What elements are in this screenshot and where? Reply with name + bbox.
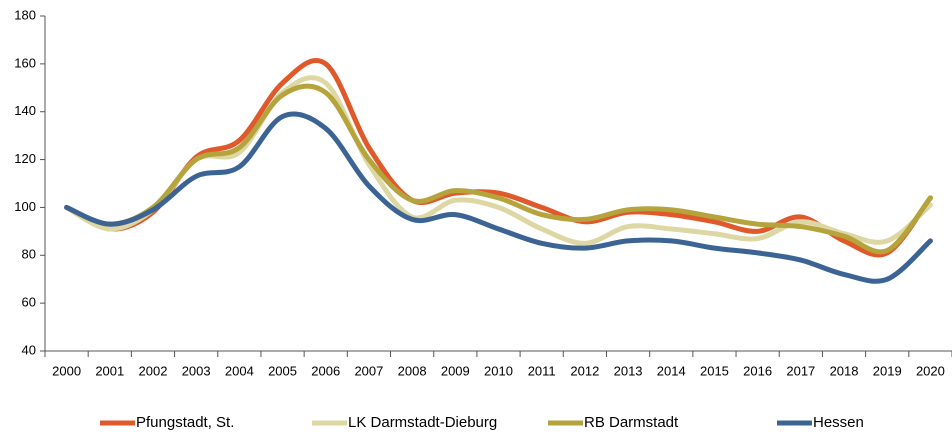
legend-label: Pfungstadt, St.: [136, 414, 234, 431]
series-line: [64, 83, 933, 255]
x-tick-label: 2014: [657, 363, 686, 378]
x-tick-label: 2006: [311, 363, 340, 378]
x-tick-label: 2008: [398, 363, 427, 378]
x-tick-label: 2007: [354, 363, 383, 378]
x-tick-label: 2002: [139, 363, 168, 378]
legend-label: Hessen: [813, 414, 864, 431]
legend-label: LK Darmstadt-Dieburg: [348, 414, 497, 431]
x-tick-label: 2015: [700, 363, 729, 378]
y-tick-label: 60: [22, 295, 36, 310]
x-tick-label: 2012: [570, 363, 599, 378]
x-tick-label: 2010: [484, 363, 513, 378]
y-tick-label: 80: [22, 247, 36, 262]
y-tick-label: 100: [14, 199, 36, 214]
x-tick-label: 2016: [743, 363, 772, 378]
x-tick-label: 2017: [786, 363, 815, 378]
legend-label: RB Darmstadt: [584, 414, 679, 431]
legend: Pfungstadt, St. LK Darmstadt-Dieburg RB Da…: [100, 414, 864, 431]
x-tick-label: 2001: [95, 363, 124, 378]
x-tick-label: 2013: [614, 363, 643, 378]
y-tick-label: 160: [14, 55, 36, 70]
y-tick-label: 40: [22, 342, 36, 357]
x-tick-label: 2020: [916, 363, 945, 378]
y-tick-label: 140: [14, 103, 36, 118]
x-tick-label: 2004: [225, 363, 254, 378]
series-line: [64, 111, 933, 284]
x-tick-label: 2018: [830, 363, 859, 378]
x-tick-label: 2000: [52, 363, 81, 378]
y-tick-label: 180: [14, 7, 36, 22]
x-tick-label: 2009: [441, 363, 470, 378]
x-tick-label: 2019: [873, 363, 902, 378]
x-tick-label: 2005: [268, 363, 297, 378]
x-tick-label: 2003: [182, 363, 211, 378]
x-tick-label: 2011: [528, 363, 556, 378]
y-tick-label: 120: [14, 151, 36, 166]
series-line: [64, 58, 933, 258]
